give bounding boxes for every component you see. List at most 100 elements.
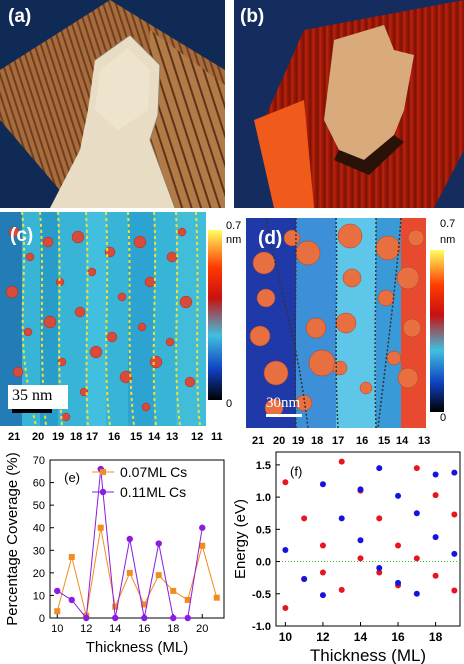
plot-frame [275,451,461,627]
x-axis-label: Thickness (ML) [86,639,189,656]
data-point [338,586,345,593]
data-point [413,465,420,472]
data-point [338,515,345,522]
chart-e: 0 10 20 30 40 50 60 70 10 12 14 16 18 20 Thickness (ML… [4,452,225,656]
panel-d-colorbar-unit: nm [440,234,456,246]
y-tick-label: 30 [33,545,45,557]
data-point [155,540,162,547]
thickness-label: 12 [191,431,204,443]
thickness-label: 20 [273,435,286,447]
x-tick-label: 18 [429,630,443,644]
data-point [413,510,420,517]
data-point [432,572,439,579]
panel-d-colorbar-max: 0.7 [440,218,456,230]
thickness-label: 14 [396,435,409,447]
x-tick-label: 18 [167,623,179,635]
y-tick-label: -0.5 [252,589,271,601]
x-tick-label: 20 [196,623,208,635]
data-point [451,550,458,557]
x-tick-label: 10 [51,623,63,635]
y-tick-label: 0 [39,613,45,625]
data-point [376,515,383,522]
data-point [376,465,383,472]
data-point [395,579,402,586]
y-tick-label: -1.0 [252,621,271,633]
y-tick-label: 1.0 [256,492,271,504]
data-point [141,601,148,608]
thickness-label: 13 [418,435,431,447]
data-point [68,554,75,561]
x-tick-label: 16 [391,630,405,644]
legend-label: 0.07ML Cs [120,464,187,480]
data-point [184,596,191,603]
x-tick-label: 16 [138,623,150,635]
thickness-label: 18 [311,435,324,447]
panel-c-colorbar-min: 0 [226,398,233,410]
data-point [413,590,420,597]
data-point [451,469,458,476]
x-tick-label: 14 [354,630,368,644]
chart-f: -1.0 -0.5 0.0 0.5 1.0 1.5 10 12 14 16 18Thickness … [232,451,461,664]
thickness-label: 14 [148,431,161,443]
x-tick-label: 12 [80,623,92,635]
panel-c-scalebar-box [8,385,68,409]
data-point [395,542,402,549]
data-point [83,614,90,622]
panel-c-colorbar [208,230,222,400]
series-line [56,527,218,616]
x-tick-label: 10 [279,630,293,644]
thickness-label: 19 [52,431,65,443]
data-point [199,524,206,531]
y-tick-label: 60 [33,478,45,490]
data-point [432,492,439,499]
thickness-label: 17 [332,435,345,447]
data-point [213,594,220,601]
panel-d [246,218,426,428]
y-tick-label: 1.5 [256,460,271,472]
y-tick-label: 50 [33,500,45,512]
y-axis-label: Percentage Coverage (%) [4,452,21,625]
y-tick-label: 20 [33,568,45,580]
panel-d-scalebar-line [266,414,302,417]
y-tick-label: 0.0 [256,557,271,569]
panel-b-label: (b) [240,6,265,27]
plot-frame [49,459,225,619]
panel-c-label: (c) [10,225,34,246]
data-point [413,555,420,562]
data-point [319,569,326,576]
data-point [357,486,364,493]
panel-b [234,0,464,208]
panel-c-scalebar-line [12,409,52,413]
data-point [301,575,308,582]
data-point [451,511,458,518]
thickness-label: 16 [356,435,369,447]
data-point [376,565,383,571]
data-point [319,542,326,549]
thickness-label: 16 [108,431,121,443]
data-point [170,614,177,622]
thickness-label: 21 [8,431,21,443]
panel-d-label: (d) [258,228,283,249]
panel-a-label: (a) [8,6,32,27]
data-point [301,515,308,522]
y-tick-label: 0.5 [256,524,271,536]
data-point [97,524,104,531]
x-axis-label: Thickness (ML) [310,646,426,664]
data-point [282,546,289,553]
data-point [432,471,439,478]
x-tick-label: 12 [316,630,330,644]
panel-c-colorbar-unit: nm [226,234,242,246]
data-point [68,596,75,604]
thickness-label: 15 [130,431,143,443]
legend-marker [99,488,107,496]
panel-c-colorbar-max: 0.7 [226,220,242,232]
data-point [112,614,119,622]
panel-d-stm-image [246,218,426,428]
panel-d-colorbar [430,250,444,412]
thickness-label: 15 [378,435,391,447]
legend-marker [100,469,106,475]
panel-c-scalebar-text: 35 nm [12,387,53,404]
y-tick-label: 70 [33,455,45,467]
data-point [395,492,402,499]
data-point [338,458,345,465]
